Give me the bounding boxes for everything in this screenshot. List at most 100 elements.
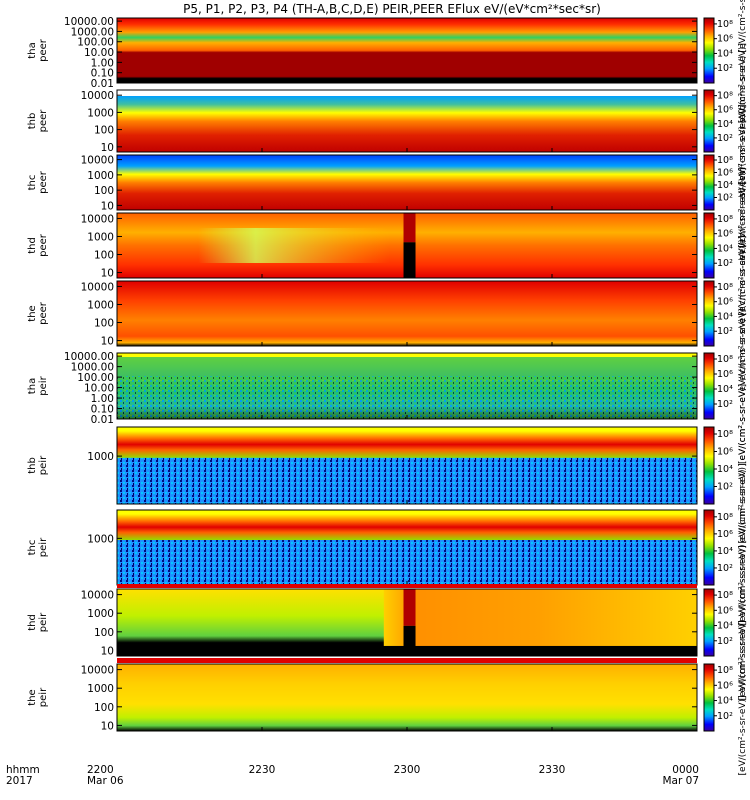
y-tick-label: 1000 [87,170,114,182]
y-tick-label: 100 [94,250,114,262]
spectrogram-thc-peer [117,155,697,210]
colorbar-unit-label: eV/(cm²-s-sr-eV) [eV/(cm²-s-sr-eV)] [738,236,748,392]
colorbar-tick-label: 10² [717,133,733,144]
y-tick-label: 100 [94,627,114,639]
colorbar [703,426,715,505]
data-gap-band [117,90,697,96]
colorbar-tick-label: 10⁴ [717,546,733,557]
spectrogram-the-peer [117,281,697,346]
spectrogram-thc-peir [117,514,697,541]
colorbar-tick-label: 10⁶ [717,105,733,116]
spectrogram-thb-peir [117,431,697,458]
colorbar [703,212,715,279]
panel-tha-peer: tha peer 10000.001000.00100.0010.001.000.1… [27,0,748,128]
colorbar-unit-label: eV/(cm²-s-sr-eV) [eV/(cm²-s-sr-eV)] [738,168,748,324]
colorbar [703,154,715,211]
colorbar-tick-label: 10⁸ [717,429,733,440]
colorbar-tick-label: 10⁶ [717,369,733,380]
colorbar-tick-label: 10² [717,399,733,410]
figure-title: P5, P1, P2, P3, P4 (TH-A,B,C,D,E) PEIR,P… [183,2,601,16]
y-tick-label: 1.00 [91,57,114,69]
y-axis-probe-label: thd [27,237,38,254]
colorbar-tick-label: 10⁴ [717,180,733,191]
colorbar-tick-label: 10² [717,563,733,574]
x-tick-date-label: Mar 07 [662,775,699,787]
spectrogram-the-peir [117,664,697,731]
y-axis-probe-label: the [27,305,38,321]
y-tick-label: 10000 [81,665,114,677]
y-tick-label: 10 [101,720,114,732]
orange-region [383,589,697,646]
y-tick-label: 10000 [81,281,114,293]
y-tick-label: 1000 [87,231,114,243]
y-tick-label: 10 [101,645,114,657]
y-tick-label: 10 [101,268,114,280]
colorbar-tick-label: 10² [717,636,733,647]
y-tick-label: 10.00 [84,47,114,59]
y-tick-label: 0.01 [91,414,114,426]
y-tick-label: 10000 [81,90,114,102]
colorbar-tick-label: 10⁸ [717,214,733,225]
colorbar-tick-label: 10⁶ [717,34,733,45]
colorbar-tick-label: 10⁸ [717,91,733,102]
y-tick-label: 1.00 [91,393,114,405]
y-axis-species-label: peir [38,375,49,395]
saturation-band [117,510,697,514]
y-tick-label: 1000 [87,683,114,695]
y-tick-label: 10000.00 [64,16,114,28]
colorbar-tick-label: 10⁴ [717,119,733,130]
y-axis-species-label: peer [38,170,49,194]
colorbar-tick-label: 10⁴ [717,464,733,475]
y-tick-label: 100 [94,318,114,330]
colorbar-unit-label: [eV/(cm²-s-sr-eV)] eV/(cm²-s-sr-eV) [738,308,748,464]
colorbar-unit-label: eV/(cm²-s-sr-eV) [eV/(cm²-s-sr-eV)] [738,105,748,261]
colorbar [703,509,715,586]
colorbar-tick-label: 10⁶ [717,168,733,179]
colorbar-unit-label: [eV/(cm²-s-sr-eV)] eV/(cm²-s-sr-eV) [738,388,748,544]
colorbar-tick-label: 10⁶ [717,447,733,458]
data-gap-marker [403,625,416,656]
speckle-texture [117,540,697,585]
spectrogram-thb-peer [117,96,697,152]
x-tick-label: 2300 [394,764,421,776]
colorbar-unit-label: [eV/(cm²-s-sr-eV)] eV/(cm²-s-sr-eV) [738,545,748,701]
data-gap-marker [403,589,416,626]
status-bar [117,584,697,588]
y-tick-label: 100.00 [77,37,114,49]
y-axis-probe-label: tha [27,378,38,394]
x-tick-label: 2200 [87,764,114,776]
colorbar [703,17,715,84]
y-tick-label: 1000 [87,451,114,463]
panel-thd-peir: thd peir 10000 1000 100 10 10² 10⁴ 10⁶ 10⁸ [eV/(cm… [27,545,748,701]
data-gap-marker [403,242,416,278]
panel-the-peir: the peir 10000 1000 100 10 10² 10⁴ 10⁶ 10⁸ [eV/(cm… [27,620,748,776]
y-tick-label: 1000 [87,608,114,620]
y-tick-label: 10 [101,142,114,154]
colorbar-tick-label: 10² [717,63,733,74]
colorbar-tick-label: 10⁶ [717,529,733,540]
colorbar-tick-label: 10⁸ [717,282,733,293]
speckle-texture [117,376,697,419]
y-tick-label: 0.10 [91,68,114,80]
y-tick-label: 0.01 [91,78,114,90]
speckle-texture [117,457,697,504]
colorbar-tick-label: 10⁴ [717,48,733,59]
colorbar-tick-label: 10⁶ [717,680,733,691]
colorbar [703,280,715,347]
y-tick-label: 1000 [87,107,114,119]
colorbar-unit-label: eV/(cm²-s-sr-eV) [eV/(cm²-s-sr-eV)] [738,43,748,199]
colorbar-tick-label: 10² [717,193,733,204]
y-axis-species-label: peir [38,612,49,632]
colorbar-unit-label: [eV/(cm²-s-sr-eV)] eV/(cm²-s-sr-eV) [738,470,748,626]
y-tick-label: 1000 [87,299,114,311]
y-tick-label: 1000.00 [71,26,114,38]
x-tick-date-label: Mar 06 [87,775,124,787]
y-tick-label: 1000.00 [71,362,114,374]
colorbar-tick-label: 10⁸ [717,354,733,365]
x-tick-label: 0000 [672,764,699,776]
y-axis-species-label: peir [38,537,49,557]
colorbar-tick-label: 10² [717,326,733,337]
